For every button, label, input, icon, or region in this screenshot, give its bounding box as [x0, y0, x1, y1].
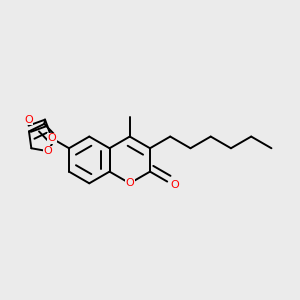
- Text: O: O: [170, 180, 179, 190]
- Text: O: O: [44, 146, 52, 156]
- Text: O: O: [47, 133, 56, 143]
- Text: O: O: [24, 115, 33, 124]
- Text: O: O: [125, 178, 134, 188]
